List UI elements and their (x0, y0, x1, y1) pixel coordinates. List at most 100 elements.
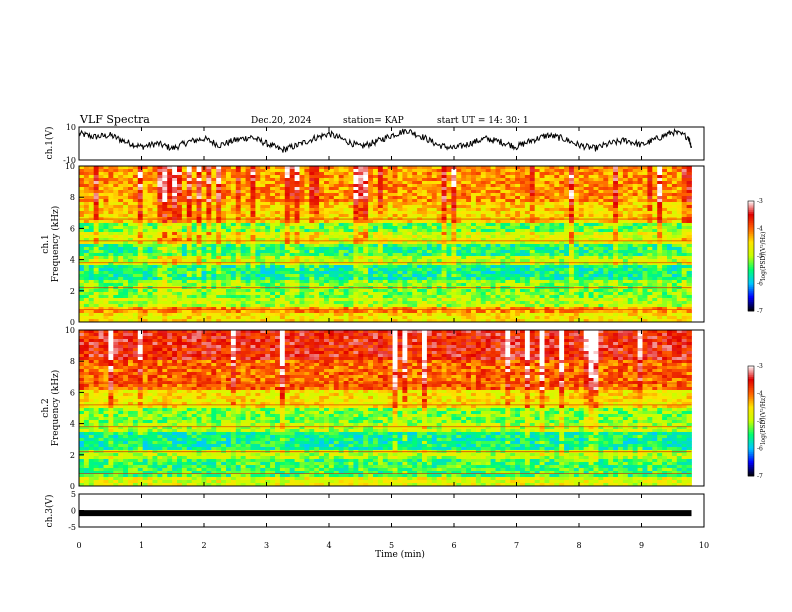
spectrogram-cell (284, 211, 291, 215)
spectrogram-cell (245, 178, 251, 182)
spectrogram-cell (431, 244, 438, 248)
spectrogram-cell (529, 271, 536, 275)
spectrogram-cell (152, 268, 158, 272)
spectrogram-cell (564, 184, 570, 188)
spectrogram-cell (627, 202, 634, 206)
spectrogram-cell (373, 268, 379, 272)
spectrogram-cell (632, 268, 638, 272)
spectrogram-cell (485, 184, 491, 188)
spectrogram-cell (436, 271, 442, 275)
spectrogram-cell (583, 253, 589, 257)
spectrogram-cell (353, 226, 359, 230)
spectrogram-cell (422, 226, 428, 230)
spectrogram-cell (529, 178, 536, 182)
spectrogram-cell (294, 232, 300, 236)
spectrogram-cell (618, 205, 624, 209)
spectrogram-cell (128, 199, 134, 203)
spectrogram-cell (412, 214, 418, 218)
spectrogram-cell (118, 187, 124, 191)
spectrogram-cell (319, 166, 325, 170)
spectrogram-cell (93, 196, 99, 200)
spectrogram-cell (578, 265, 585, 269)
spectrogram-cell (304, 211, 310, 215)
spectrogram-cell (402, 244, 408, 248)
spectrogram-cell (343, 274, 349, 278)
spectrogram-cell (123, 205, 129, 209)
spectrogram-cell (181, 184, 188, 188)
spectrogram-cell (603, 220, 609, 224)
spectrogram-cell (686, 196, 692, 200)
spectrogram-cell (279, 250, 286, 254)
spectrogram-cell (118, 244, 124, 248)
spectrogram-cell (657, 262, 663, 266)
spectrogram-cell (147, 274, 153, 278)
spectrogram-cell (456, 232, 462, 236)
spectrogram-cell (632, 205, 638, 209)
spectrogram-cell (407, 193, 413, 197)
spectrogram-cell (412, 229, 418, 233)
spectrogram-cell (524, 166, 531, 170)
spectrogram-cell (191, 187, 197, 191)
spectrogram-cell (583, 181, 589, 185)
spectrogram-cell (456, 205, 462, 209)
spectrogram-cell (578, 220, 585, 224)
spectrogram-cell (250, 190, 256, 194)
spectrogram-cell (123, 268, 129, 272)
spectrogram-cell (485, 196, 491, 200)
spectrogram-cell (578, 238, 585, 242)
spectrogram-cell (613, 205, 619, 209)
spectrogram-cell (598, 202, 604, 206)
spectrogram-cell (475, 202, 482, 206)
spectrogram-cell (622, 175, 629, 179)
spectrogram-cell (539, 175, 545, 179)
spectrogram-cell (475, 205, 482, 209)
spectrogram-cell (632, 250, 638, 254)
spectrogram-cell (226, 226, 232, 230)
spectrogram-cell (324, 226, 330, 230)
spectrogram-cell (118, 184, 124, 188)
spectrogram-cell (162, 193, 168, 197)
spectrogram-cell (618, 229, 624, 233)
spectrogram-cell (98, 202, 104, 206)
spectrogram-cell (265, 283, 271, 287)
spectrogram-cell (480, 208, 487, 212)
spectrogram-cell (608, 235, 614, 239)
spectrogram-cell (603, 229, 609, 233)
spectrogram-cell (353, 238, 359, 242)
spectrogram-cell (603, 253, 609, 257)
spectrogram-cell (240, 166, 246, 170)
spectrogram-cell (446, 187, 452, 191)
spectrogram-cell (662, 223, 668, 227)
spectrogram-cell (162, 223, 168, 227)
spectrogram-cell (152, 241, 158, 245)
spectrogram-cell (681, 271, 687, 275)
spectrogram-cell (613, 172, 619, 176)
spectrogram-cell (667, 226, 673, 230)
spectrogram-cell (510, 175, 516, 179)
spectrogram-cell (172, 250, 178, 254)
spectrogram-cell (83, 223, 90, 227)
spectrogram-cell (637, 265, 643, 269)
spectrogram-cell (392, 235, 398, 239)
spectrogram-cell (368, 196, 374, 200)
spectrogram-cell (118, 181, 124, 185)
spectrogram-cell (319, 238, 325, 242)
spectrogram-cell (417, 238, 423, 242)
spectrogram-cell (412, 250, 418, 254)
spectrogram-cell (559, 211, 565, 215)
spectrogram-cell (632, 262, 638, 266)
spectrogram-cell (221, 232, 227, 236)
spectrogram-cell (622, 190, 629, 194)
spectrogram-cell (632, 280, 638, 284)
spectrogram-cell (172, 199, 178, 203)
spectrogram-cell (255, 172, 261, 176)
spectrogram-cell (216, 238, 222, 242)
spectrogram-cell (505, 193, 511, 197)
spectrogram-cell (319, 283, 325, 287)
spectrogram-cell (348, 184, 354, 188)
spectrogram-cell (98, 205, 104, 209)
spectrogram-cell (240, 277, 246, 281)
spectrogram-cell (652, 247, 658, 251)
spectrogram-cell (157, 256, 163, 260)
spectrogram-cell (123, 187, 129, 191)
